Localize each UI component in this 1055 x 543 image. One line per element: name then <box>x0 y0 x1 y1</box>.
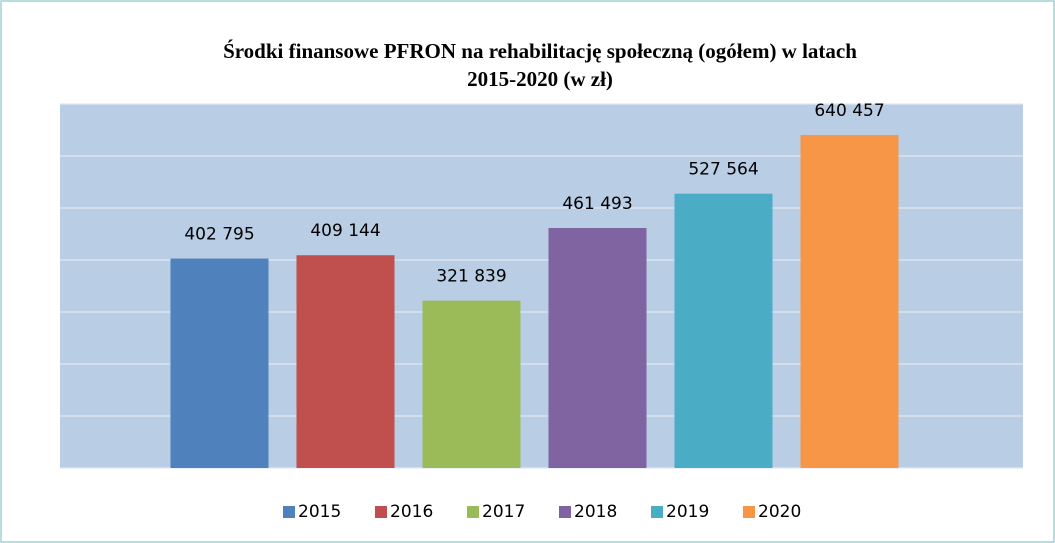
data-label: 461 493 <box>562 194 632 214</box>
legend-label: 2020 <box>758 502 801 522</box>
legend-swatch <box>559 506 571 518</box>
chart-title: 2015-2020 (w zł) <box>467 67 613 91</box>
legend-label: 2019 <box>666 502 709 522</box>
legend-label: 2017 <box>482 502 525 522</box>
legend-label: 2015 <box>298 502 341 522</box>
bar <box>422 300 521 468</box>
legend-swatch <box>743 506 755 518</box>
legend-label: 2018 <box>574 502 617 522</box>
bar <box>800 134 899 469</box>
data-label: 527 564 <box>688 160 758 180</box>
bar <box>170 258 269 468</box>
legend-label: 2016 <box>390 502 433 522</box>
bar <box>296 255 395 468</box>
chart-title: Środki finansowe PFRON na rehabilitację … <box>223 39 857 63</box>
legend-swatch <box>467 506 479 518</box>
data-label: 402 795 <box>184 225 254 245</box>
bar <box>674 193 773 468</box>
data-label: 640 457 <box>814 101 884 121</box>
data-label: 321 839 <box>436 267 506 287</box>
data-label: 409 144 <box>310 221 380 241</box>
legend-swatch <box>283 506 295 518</box>
bar <box>548 228 647 468</box>
legend-swatch <box>651 506 663 518</box>
legend-swatch <box>375 506 387 518</box>
